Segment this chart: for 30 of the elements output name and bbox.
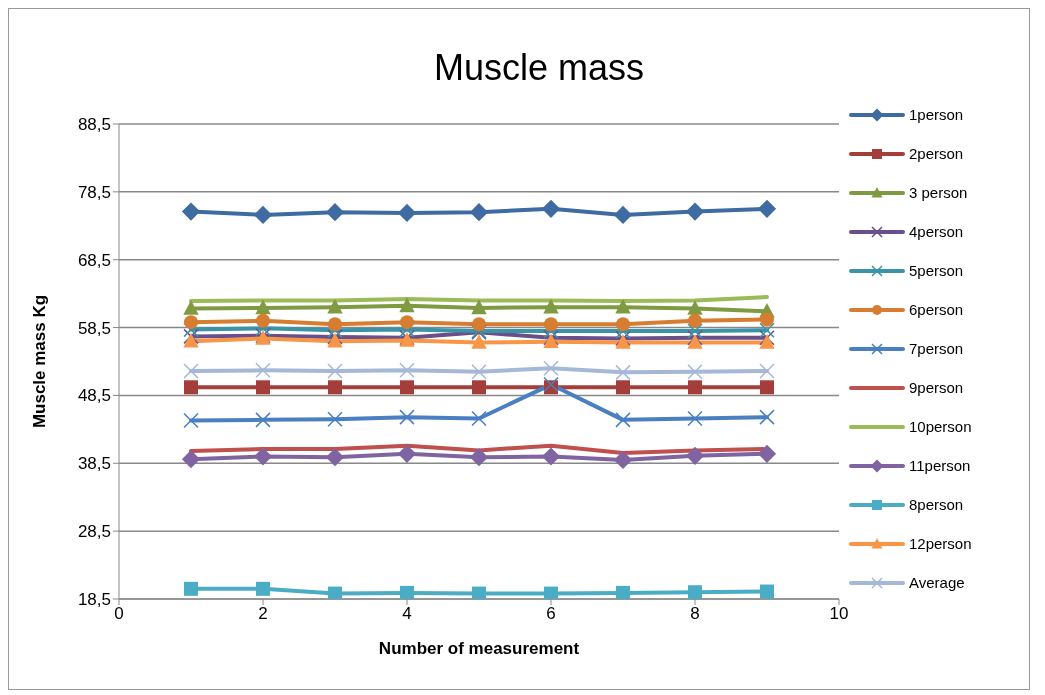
x-tick-label: 6 bbox=[546, 604, 556, 624]
legend-label: 1person bbox=[909, 105, 964, 125]
x-tick-label: 0 bbox=[114, 604, 124, 624]
legend-label: 3 person bbox=[909, 183, 968, 203]
legend-label: 10person bbox=[909, 417, 972, 437]
y-axis-title: Muscle mass Kg bbox=[30, 294, 50, 429]
chart-title: Muscle mass bbox=[432, 47, 645, 89]
x-axis-title: Number of measurement bbox=[378, 639, 580, 658]
x-tick-label: 10 bbox=[829, 604, 849, 624]
y-tick-label: 18,5 bbox=[77, 590, 111, 610]
y-tick-label: 38,5 bbox=[77, 454, 111, 474]
legend-label: 8person bbox=[909, 495, 964, 515]
y-tick-label: 78,5 bbox=[77, 182, 111, 202]
y-tick-label: 28,5 bbox=[77, 522, 111, 542]
y-tick-label: 88,5 bbox=[77, 115, 111, 135]
y-tick-label: 68,5 bbox=[77, 250, 111, 270]
legend-label: 5person bbox=[909, 261, 964, 281]
legend-label: 11person bbox=[909, 456, 971, 476]
legend-label: 9person bbox=[909, 378, 964, 398]
legend-label: 7person bbox=[909, 339, 964, 359]
legend-label: 12person bbox=[909, 534, 972, 554]
x-tick-label: 8 bbox=[690, 604, 700, 624]
legend-label: 2person bbox=[909, 144, 964, 164]
legend-label: Average bbox=[909, 573, 965, 593]
x-tick-label: 2 bbox=[258, 604, 268, 624]
legend-label: 6person bbox=[909, 300, 964, 320]
legend-label: 4person bbox=[909, 222, 964, 242]
x-tick-label: 4 bbox=[402, 604, 412, 624]
y-tick-label: 48,5 bbox=[77, 386, 111, 406]
y-tick-label: 58,5 bbox=[77, 318, 111, 338]
